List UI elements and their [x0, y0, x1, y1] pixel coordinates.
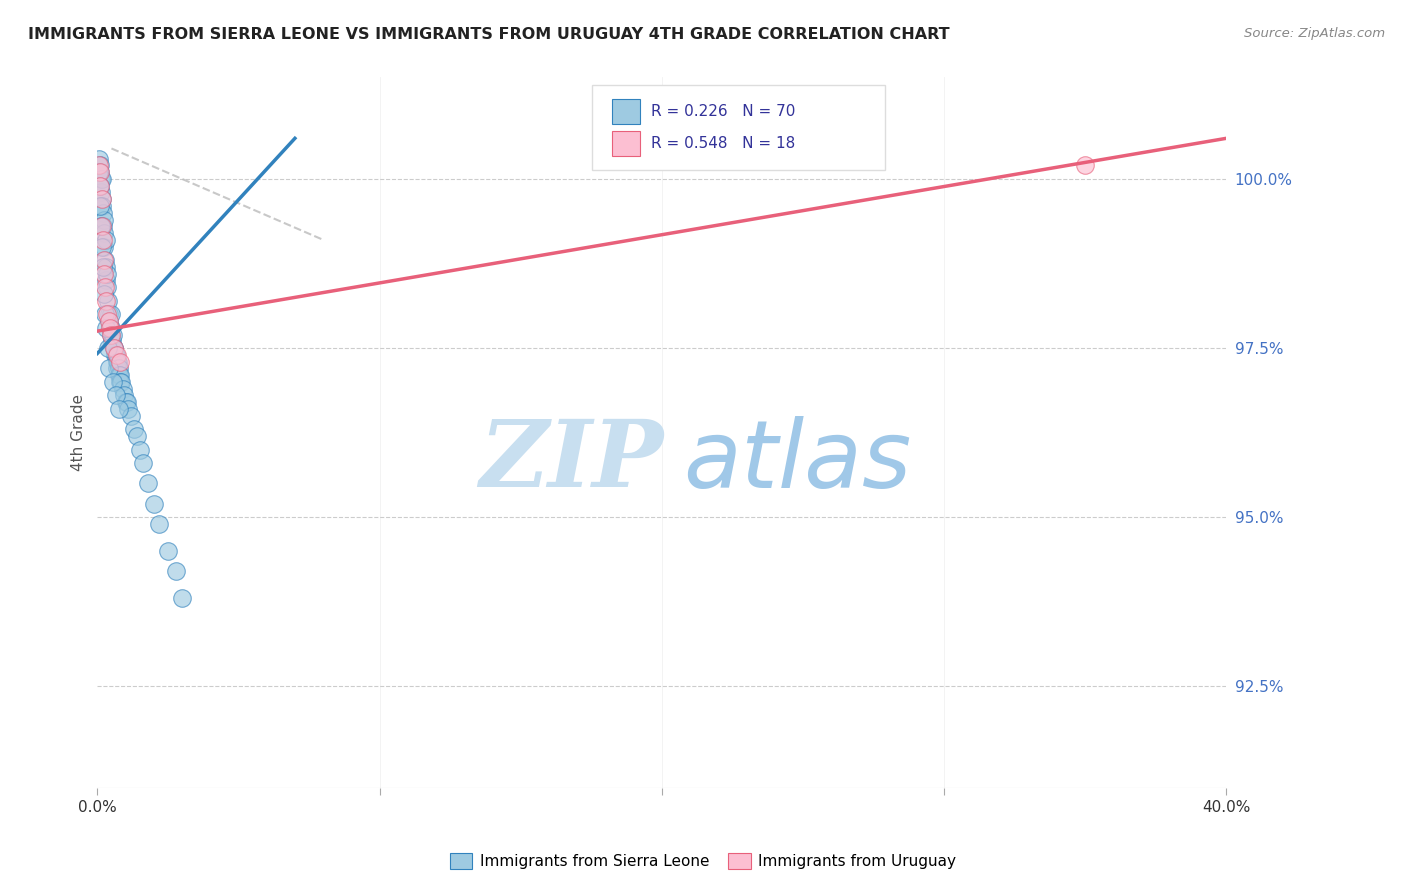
Point	[93, 212, 115, 227]
Point	[100, 327, 122, 342]
Point	[91, 233, 114, 247]
Point	[89, 178, 111, 193]
Point	[122, 422, 145, 436]
Point	[93, 226, 115, 240]
Point	[91, 205, 114, 219]
Point	[103, 341, 125, 355]
Point	[90, 192, 112, 206]
Point	[90, 172, 112, 186]
Point	[89, 199, 111, 213]
Text: ZIP: ZIP	[479, 416, 664, 506]
Point	[117, 401, 139, 416]
Point	[1074, 158, 1097, 172]
Point	[98, 320, 121, 334]
Point	[87, 165, 110, 179]
FancyBboxPatch shape	[612, 131, 640, 155]
Point	[136, 476, 159, 491]
Point	[108, 368, 131, 383]
Point	[91, 199, 114, 213]
Point	[87, 158, 110, 172]
Point	[90, 172, 112, 186]
Point	[96, 267, 118, 281]
Point	[91, 219, 114, 234]
Point	[96, 280, 118, 294]
Point	[91, 260, 114, 274]
Point	[94, 260, 117, 274]
Point	[100, 320, 122, 334]
Text: IMMIGRANTS FROM SIERRA LEONE VS IMMIGRANTS FROM URUGUAY 4TH GRADE CORRELATION CH: IMMIGRANTS FROM SIERRA LEONE VS IMMIGRAN…	[28, 27, 949, 42]
Point	[101, 327, 124, 342]
Point	[165, 564, 187, 578]
Point	[107, 361, 129, 376]
Point	[125, 429, 148, 443]
Point	[90, 186, 112, 200]
Point	[87, 152, 110, 166]
Point	[94, 307, 117, 321]
Point	[90, 192, 112, 206]
Point	[98, 320, 121, 334]
Point	[97, 314, 120, 328]
Point	[108, 368, 131, 383]
Point	[97, 307, 120, 321]
Point	[98, 361, 121, 376]
Point	[100, 327, 122, 342]
Point	[96, 341, 118, 355]
Point	[93, 239, 115, 253]
Point	[110, 375, 132, 389]
Point	[142, 497, 165, 511]
Point	[170, 591, 193, 606]
Point	[120, 409, 142, 423]
Point	[98, 314, 121, 328]
Point	[108, 354, 131, 368]
Point	[93, 253, 115, 268]
Point	[148, 516, 170, 531]
Point	[96, 273, 118, 287]
Point	[94, 293, 117, 308]
Point	[94, 233, 117, 247]
Point	[103, 341, 125, 355]
Point	[91, 219, 114, 234]
Point	[94, 253, 117, 268]
Point	[112, 388, 135, 402]
Point	[89, 178, 111, 193]
Point	[89, 158, 111, 172]
Point	[89, 165, 111, 179]
Point	[89, 165, 111, 179]
Point	[93, 287, 115, 301]
Point	[110, 375, 132, 389]
Point	[114, 395, 136, 409]
Point	[105, 354, 128, 368]
Point	[94, 320, 117, 334]
Point	[91, 239, 114, 253]
Point	[104, 348, 127, 362]
Point	[100, 307, 122, 321]
Point	[115, 395, 138, 409]
Text: R = 0.226   N = 70: R = 0.226 N = 70	[651, 104, 794, 119]
Point	[105, 348, 128, 362]
Point	[96, 307, 118, 321]
Y-axis label: 4th Grade: 4th Grade	[72, 394, 86, 471]
Point	[101, 375, 124, 389]
Text: Source: ZipAtlas.com: Source: ZipAtlas.com	[1244, 27, 1385, 40]
FancyBboxPatch shape	[612, 100, 640, 124]
FancyBboxPatch shape	[592, 85, 886, 169]
Point	[107, 354, 129, 368]
Point	[108, 401, 131, 416]
Point	[90, 219, 112, 234]
Text: R = 0.548   N = 18: R = 0.548 N = 18	[651, 136, 794, 151]
Point	[105, 388, 128, 402]
Legend: Immigrants from Sierra Leone, Immigrants from Uruguay: Immigrants from Sierra Leone, Immigrants…	[443, 847, 963, 875]
Point	[94, 280, 117, 294]
Point	[104, 348, 127, 362]
Point	[131, 456, 153, 470]
Point	[103, 341, 125, 355]
Point	[105, 361, 128, 376]
Point	[111, 382, 134, 396]
Point	[128, 442, 150, 457]
Point	[97, 293, 120, 308]
Text: atlas: atlas	[683, 416, 911, 507]
Point	[101, 334, 124, 349]
Point	[156, 544, 179, 558]
Point	[93, 267, 115, 281]
